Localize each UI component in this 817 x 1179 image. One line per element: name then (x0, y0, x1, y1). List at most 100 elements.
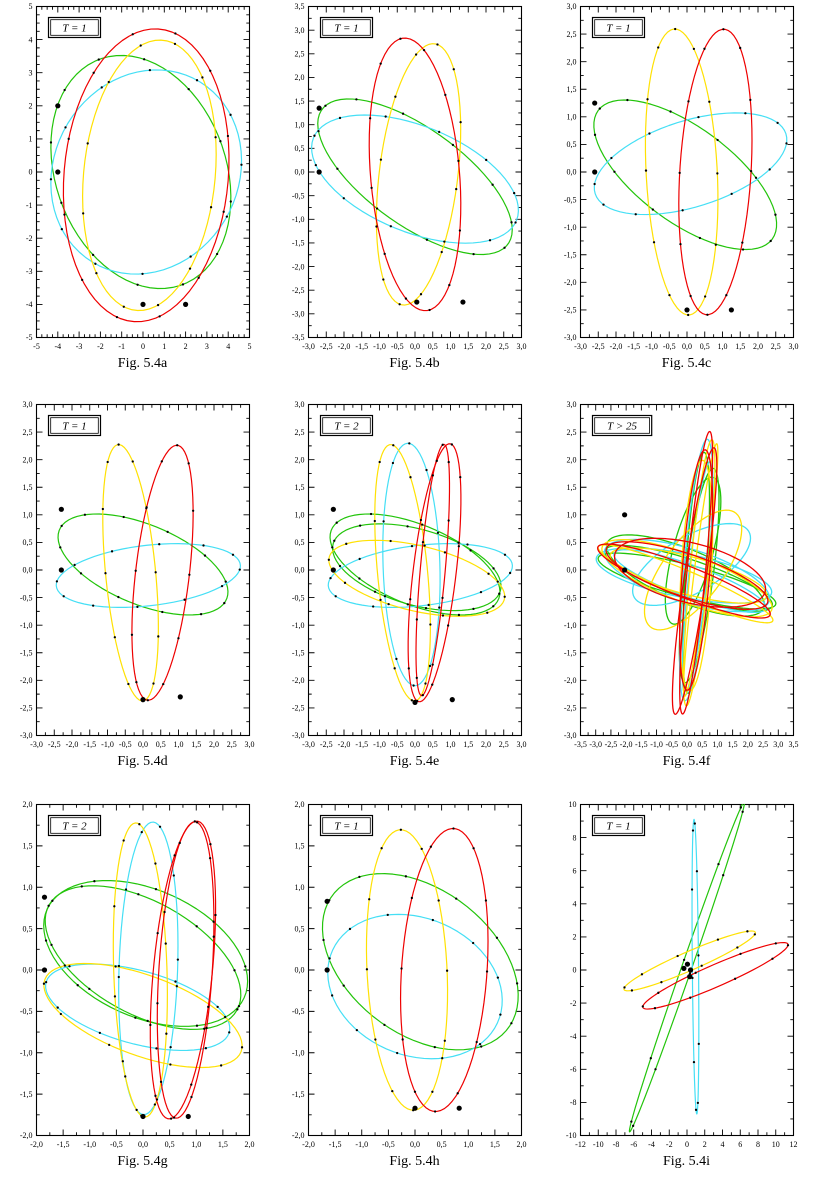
x-tick-label: 1,5 (463, 342, 473, 351)
x-tick-label: 0,0 (410, 1140, 420, 1149)
y-tick-label: 0,5 (295, 538, 305, 547)
y-tick-label: 3,0 (295, 26, 305, 35)
y-tick-label: 0 (573, 966, 577, 975)
x-tick-label: 1,0 (191, 1140, 201, 1149)
caption-g: Fig. 5.4g (117, 1154, 168, 1169)
x-tick-label: 8 (756, 1140, 760, 1149)
y-tick-label: -3,0 (564, 333, 577, 342)
y-tick-label: 0,0 (23, 966, 33, 975)
subplot-f: -3,5 -3,0 -2,5 -2,0 -1,5 -1,0 -0,5 0,0 0,5 1,0 1,5… (564, 400, 799, 749)
y-tick-label: -0,5 (292, 593, 305, 602)
axis-ticks (36, 804, 250, 1136)
orbit-cyan-1 (50, 69, 243, 275)
subplot-h: -2,0 -1,5 -1,0 -0,5 0,0 0,5 1,0 1,5 2,0 -2,0 -1,5 -… (292, 800, 527, 1149)
y-tick-label: -8 (570, 1098, 577, 1107)
start-points (55, 103, 189, 307)
y-tick-label: -1,5 (564, 648, 577, 657)
y-tick-label: 1,0 (295, 883, 305, 892)
orbit-green-6 (664, 476, 722, 625)
start-points (58, 506, 183, 703)
x-tick-label: 0 (685, 1140, 689, 1149)
subplot-cell-d: -3,0 -2,5 -2,0 -1,5 -1,0 -0,5 0,0 0,5 1,0 1,5 2,0 2… (0, 398, 272, 798)
orbit-curves (623, 804, 789, 1133)
subplot-d: -3,0 -2,5 -2,0 -1,5 -1,0 -0,5 0,0 0,5 1,0 1,5 2,0 2… (20, 400, 255, 749)
t-label: T > 25 (607, 421, 637, 433)
start-point (140, 697, 146, 703)
x-tick-label: -0,5 (110, 1140, 123, 1149)
t-label: T = 1 (62, 23, 86, 35)
t-label: T = 1 (334, 821, 358, 833)
y-tick-label: 0,0 (295, 966, 305, 975)
x-tick-label: 2,5 (758, 740, 768, 749)
x-tick-label: -3,5 (574, 740, 587, 749)
subplot-b: -3,0 -2,5 -2,0 -1,5 -1,0 -0,5 0,0 0,5 1,0 1,5 2,0 2… (292, 2, 527, 351)
caption-e: Fig. 5.4e (389, 754, 440, 769)
y-tick-label: -3,0 (292, 731, 305, 740)
y-tick-label: 3,0 (567, 400, 577, 409)
start-point (41, 967, 48, 973)
orbit-green-1 (321, 873, 519, 1051)
orbit-green-1 (57, 513, 229, 616)
y-tick-label: 0,0 (295, 168, 305, 177)
y-tick-label: 2,0 (295, 800, 305, 809)
x-tick-label: 3,0 (517, 342, 527, 351)
y-tick-label: 1,5 (295, 97, 305, 106)
x-tick-label: 3,0 (789, 342, 799, 351)
start-points (41, 894, 191, 1120)
x-tick-label: 2 (184, 342, 188, 351)
y-tick-label: 2 (29, 102, 33, 111)
orbit-curves (327, 442, 513, 703)
y-tick-label: 1,5 (295, 483, 305, 492)
caption-b: Fig. 5.4b (389, 356, 440, 371)
y-tick-label: -1,0 (292, 215, 305, 224)
x-tick-label: -1,5 (355, 740, 368, 749)
x-tick-label: 2,5 (227, 740, 237, 749)
y-tick-label: -2,0 (564, 676, 577, 685)
y-tick-label: 0,5 (23, 924, 33, 933)
orbit-cyan-1 (311, 114, 519, 244)
x-tick-label: 0,5 (700, 342, 710, 351)
x-tick-label: -4 (54, 342, 61, 351)
plot-frame (579, 5, 795, 339)
y-tick-label: 3,0 (295, 400, 305, 409)
subplot-cell-e: -3,0 -2,5 -2,0 -1,5 -1,0 -0,5 0,0 0,5 1,0 1,5 2,0 2… (272, 398, 544, 798)
y-tick-label: 1,0 (567, 511, 577, 520)
x-tick-label: -1,0 (355, 1140, 368, 1149)
start-point (592, 169, 598, 175)
orbit-red-1 (642, 941, 789, 1010)
start-point (324, 967, 330, 973)
x-tick-label: -2,5 (48, 740, 61, 749)
axis-ticks (580, 804, 794, 1136)
x-tick-label: 1,0 (718, 342, 728, 351)
orbit-red-1 (678, 28, 753, 316)
x-tick-label: 12 (790, 1140, 798, 1149)
orbit-green-1 (43, 879, 249, 1027)
y-tick-label: 2,5 (567, 30, 577, 39)
x-tick-label: 2,0 (481, 740, 491, 749)
x-tick-label: -3,0 (589, 740, 602, 749)
x-tick-label: -1,5 (635, 740, 648, 749)
start-point (684, 961, 691, 967)
y-tick-label: 1,0 (295, 511, 305, 520)
time-markers (322, 827, 519, 1113)
orbit-red-1 (62, 28, 230, 323)
x-tick-label: 1,5 (218, 1140, 228, 1149)
x-tick-label: 0,5 (156, 740, 166, 749)
start-point (684, 307, 690, 313)
y-tick-label: -3,0 (564, 731, 577, 740)
x-tick-label: 3,0 (773, 740, 783, 749)
y-tick-label: 1,5 (23, 842, 33, 851)
t-label-box: T = 1 (47, 414, 102, 437)
y-tick-label: 4 (573, 900, 577, 909)
orbit-curves (43, 820, 249, 1120)
x-tick-label: 1,0 (463, 1140, 473, 1149)
y-tick-label: 2,0 (295, 73, 305, 82)
x-tick-label: 6 (738, 1140, 742, 1149)
x-tick-label: 0,0 (138, 1140, 148, 1149)
start-point (460, 299, 466, 305)
x-tick-label: -1,0 (373, 342, 386, 351)
y-tick-label: -1,5 (292, 648, 305, 657)
x-tick-label: -0,5 (391, 740, 404, 749)
x-tick-label: -2,0 (338, 342, 351, 351)
x-tick-label: -6 (630, 1140, 637, 1149)
